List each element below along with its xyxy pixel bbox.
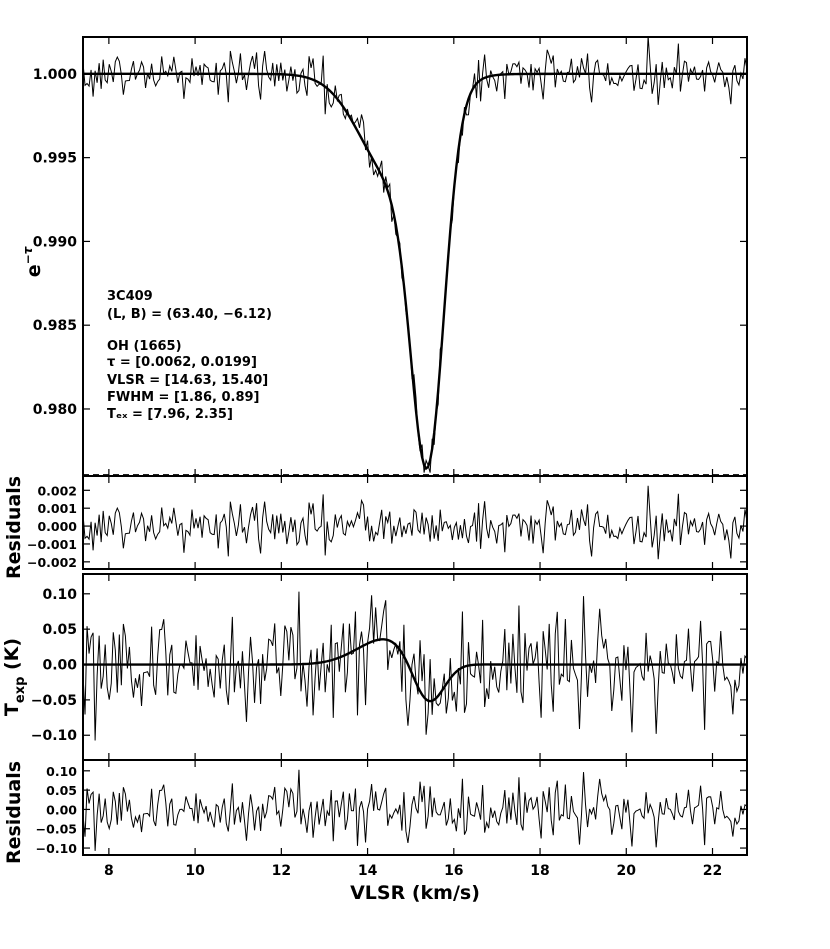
- annotation-line: 3C409: [107, 289, 153, 304]
- y-tick-label: −0.002: [27, 555, 77, 570]
- y-tick-label: −0.05: [31, 693, 77, 709]
- x-tick-label: 16: [444, 863, 463, 879]
- y-tick-label: 1.000: [33, 67, 78, 83]
- y-tick-label: −0.001: [27, 537, 77, 552]
- y-tick-label: 0.980: [33, 402, 78, 418]
- absorption-residual-series: [82, 485, 748, 560]
- annotation-line: Tₑₓ = [7.96, 2.35]: [107, 407, 233, 422]
- y-tick-label: −0.10: [31, 728, 78, 744]
- absorption-y-label: e−τ: [21, 246, 45, 277]
- y-tick-label: 0.002: [37, 483, 77, 498]
- y-tick-label: 0.00: [42, 658, 77, 674]
- x-tick-label: 10: [185, 863, 205, 879]
- annotation-line: τ = [0.0062, 0.0199]: [107, 355, 257, 370]
- y-tick-label: 0.995: [33, 151, 77, 167]
- y-tick-label: 0.00: [46, 802, 77, 817]
- emission-residuals-frame: [82, 759, 748, 856]
- emission-data-series: [82, 591, 748, 741]
- x-axis-label: VLSR (km/s): [350, 882, 480, 904]
- annotation-line: OH (1665): [107, 339, 182, 354]
- x-tick-label: 12: [272, 863, 291, 879]
- y-tick-label: −0.05: [36, 822, 77, 837]
- annotation-line: (L, B) = (63.40, −6.12): [107, 307, 272, 322]
- emission-y-label: Texp (K): [1, 638, 28, 716]
- y-tick-label: 0.990: [33, 234, 78, 250]
- y-tick-label: 0.001: [37, 501, 77, 516]
- absorption-residuals-y-label: Residuals: [3, 476, 25, 579]
- x-tick-label: 18: [530, 863, 549, 879]
- x-tick-label: 8: [104, 863, 114, 879]
- annotation-line: FWHM = [1.86, 0.89]: [107, 390, 259, 405]
- y-tick-label: 0.05: [46, 783, 77, 798]
- emission-residuals-panel: 0.10 0.05 0.00 −0.05 −0.10 Residuals: [3, 759, 748, 864]
- emission-fit-series: [83, 638, 747, 703]
- x-tick-label: 14: [358, 863, 378, 879]
- x-axis: 8 10 12 14 16 18 20 22 VLSR (km/s): [104, 863, 722, 904]
- emission-residuals-y-label: Residuals: [3, 761, 25, 864]
- absorption-residuals-frame: [82, 475, 748, 570]
- annotation-line: VLSR = [14.63, 15.40]: [107, 373, 268, 388]
- absorption-fit-series: [83, 72, 747, 471]
- absorption-panel: 1.000 0.995 0.990 0.985 0.980 e−τ 3C409 (L, B) …: [21, 36, 748, 477]
- y-tick-label: 0.10: [42, 587, 77, 603]
- x-tick-label: 22: [703, 863, 722, 879]
- y-tick-label: −0.10: [36, 841, 78, 856]
- x-tick-label: 20: [617, 863, 637, 879]
- y-tick-label: 0.985: [33, 318, 77, 334]
- fit-annotation-block: 3C409 (L, B) = (63.40, −6.12) OH (1665)τ =…: [107, 289, 272, 422]
- emission-residual-series: [82, 769, 748, 851]
- y-tick-label: 0.10: [46, 764, 77, 779]
- y-tick-label: 0.05: [42, 622, 77, 638]
- y-tick-label: 0.000: [37, 519, 77, 534]
